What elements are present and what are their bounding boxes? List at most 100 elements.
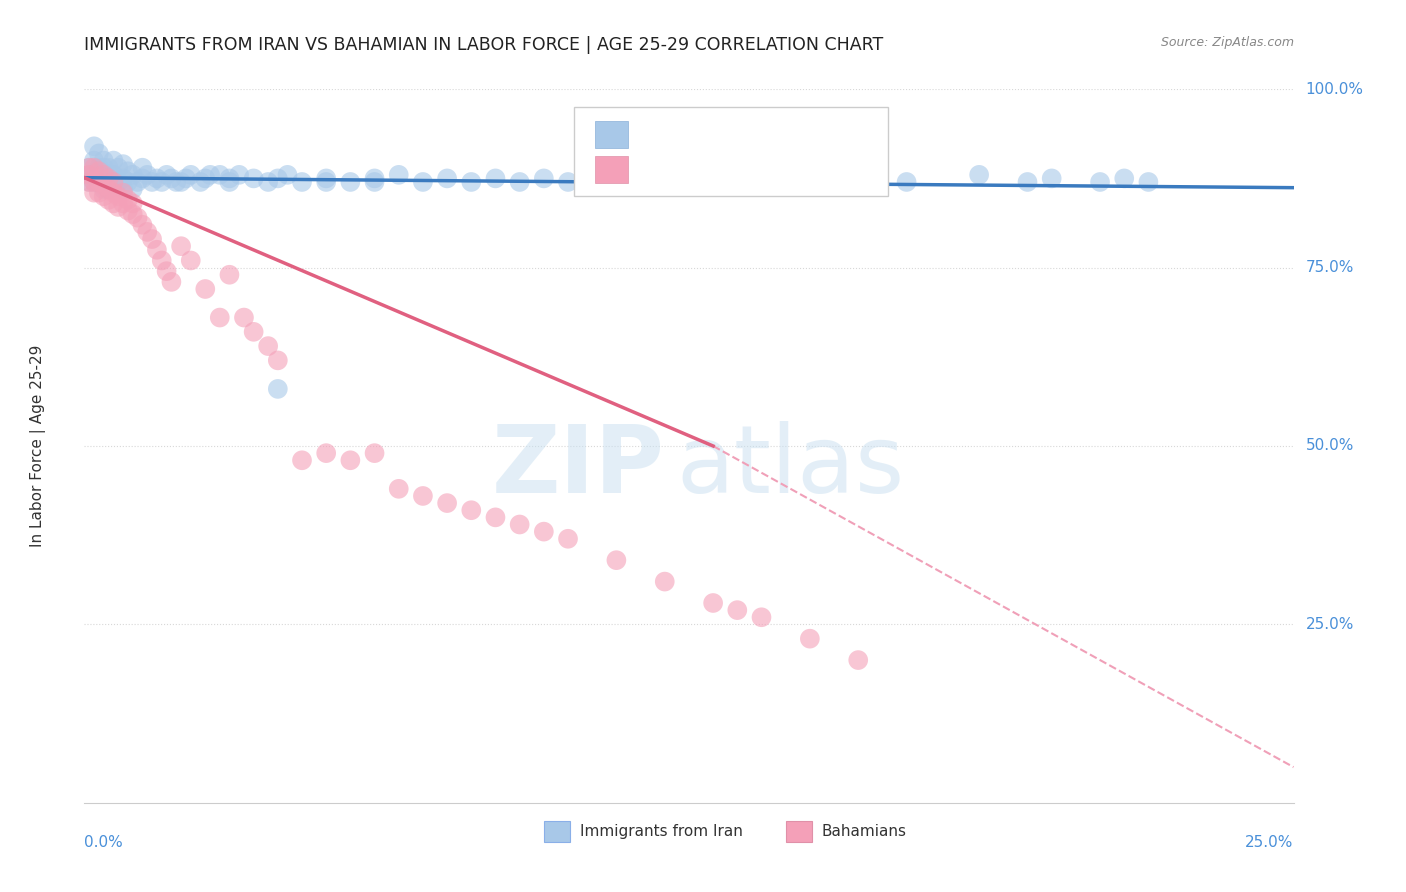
Point xyxy=(484,171,506,186)
Point xyxy=(605,553,627,567)
Point xyxy=(141,232,163,246)
Point xyxy=(846,653,869,667)
Point xyxy=(363,171,385,186)
Point xyxy=(218,268,240,282)
Point xyxy=(557,532,579,546)
Point xyxy=(605,171,627,186)
Point xyxy=(77,168,100,182)
Text: Bahamians: Bahamians xyxy=(823,824,907,838)
Point xyxy=(127,175,149,189)
Point xyxy=(388,482,411,496)
Point xyxy=(180,168,202,182)
Text: atlas: atlas xyxy=(676,421,905,514)
Text: Immigrants from Iran: Immigrants from Iran xyxy=(581,824,742,838)
Point xyxy=(339,175,361,189)
Point xyxy=(242,171,264,186)
Text: 25.0%: 25.0% xyxy=(1306,617,1354,632)
Point xyxy=(87,164,110,178)
Point xyxy=(93,161,115,175)
Point xyxy=(93,178,115,193)
Point xyxy=(533,524,555,539)
Point xyxy=(117,203,139,218)
Point xyxy=(93,175,115,189)
Point xyxy=(751,610,773,624)
Text: IMMIGRANTS FROM IRAN VS BAHAMIAN IN LABOR FORCE | AGE 25-29 CORRELATION CHART: IMMIGRANTS FROM IRAN VS BAHAMIAN IN LABO… xyxy=(84,36,883,54)
Point xyxy=(654,574,676,589)
Point xyxy=(146,243,169,257)
Point xyxy=(131,171,153,186)
Point xyxy=(103,196,125,211)
Point xyxy=(107,175,129,189)
Point xyxy=(267,353,290,368)
Point xyxy=(97,171,120,186)
Point xyxy=(702,596,724,610)
Text: Source: ZipAtlas.com: Source: ZipAtlas.com xyxy=(1160,36,1294,49)
Point xyxy=(194,171,217,186)
Point xyxy=(93,153,115,168)
Point xyxy=(170,175,193,189)
Point xyxy=(436,496,458,510)
Point xyxy=(174,171,197,186)
Point xyxy=(160,171,183,186)
Point xyxy=(83,175,105,189)
FancyBboxPatch shape xyxy=(786,821,813,842)
Point xyxy=(121,207,143,221)
Point xyxy=(121,168,143,182)
Point xyxy=(107,189,129,203)
Point xyxy=(967,168,990,182)
Point xyxy=(751,168,773,182)
Point xyxy=(315,446,337,460)
Point xyxy=(87,175,110,189)
Point xyxy=(112,171,135,186)
Point xyxy=(509,175,531,189)
Point xyxy=(198,168,221,182)
Text: R = -0.348: R = -0.348 xyxy=(643,161,740,178)
Point xyxy=(131,161,153,175)
Point xyxy=(87,186,110,200)
Point xyxy=(83,168,105,182)
Point xyxy=(83,186,105,200)
Point xyxy=(77,161,100,175)
Point xyxy=(83,153,105,168)
Point xyxy=(1137,175,1160,189)
Point xyxy=(103,175,125,189)
Point xyxy=(112,182,135,196)
Point xyxy=(97,182,120,196)
Point xyxy=(103,175,125,189)
Point xyxy=(257,175,280,189)
Point xyxy=(1017,175,1039,189)
Point xyxy=(87,168,110,182)
Point xyxy=(97,182,120,196)
Point xyxy=(1114,171,1136,186)
Point xyxy=(77,175,100,189)
FancyBboxPatch shape xyxy=(595,120,628,148)
Point xyxy=(557,175,579,189)
Point xyxy=(112,157,135,171)
FancyBboxPatch shape xyxy=(544,821,571,842)
Point xyxy=(484,510,506,524)
Text: In Labor Force | Age 25-29: In Labor Force | Age 25-29 xyxy=(31,345,46,547)
Point xyxy=(87,146,110,161)
Point xyxy=(180,253,202,268)
Point xyxy=(315,175,337,189)
Point xyxy=(83,161,105,175)
Point xyxy=(77,161,100,175)
Point xyxy=(846,171,869,186)
FancyBboxPatch shape xyxy=(574,107,889,196)
Point xyxy=(208,310,231,325)
Point xyxy=(218,171,240,186)
Point xyxy=(136,168,159,182)
Point xyxy=(257,339,280,353)
Point xyxy=(97,171,120,186)
Text: R = -0.070: R = -0.070 xyxy=(643,125,740,143)
Point xyxy=(363,446,385,460)
Point xyxy=(112,196,135,211)
Point xyxy=(233,310,256,325)
Point xyxy=(194,282,217,296)
Point xyxy=(97,193,120,207)
Point xyxy=(702,171,724,186)
Point xyxy=(208,168,231,182)
Point xyxy=(291,453,314,467)
Point xyxy=(77,175,100,189)
Text: 0.0%: 0.0% xyxy=(84,835,124,850)
